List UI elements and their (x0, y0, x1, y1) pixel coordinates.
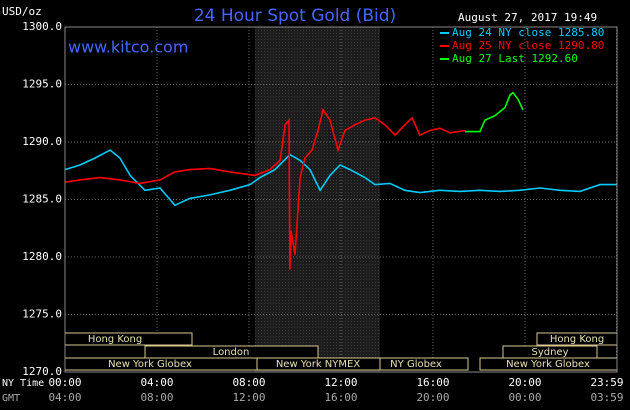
session-label: New York Globex (108, 359, 192, 370)
x-tick-label: 00:00 (48, 376, 81, 389)
series-line (64, 107, 466, 270)
x-tick-label: 20:00 (508, 376, 541, 389)
x-tick-label: 04:00 (140, 376, 173, 389)
gmt-tick-label: 08:00 (140, 391, 173, 404)
x-tick-label: 12:00 (324, 376, 357, 389)
session-label: NY Globex (390, 359, 442, 370)
gmt-tick-label: 00:00 (508, 391, 541, 404)
session-label: Sydney (531, 347, 568, 358)
x-tick-label: 08:00 (232, 376, 265, 389)
session-box (379, 357, 469, 371)
series-line (64, 149, 617, 207)
gmt-tick-label: 12:00 (232, 391, 265, 404)
x-tick-label: 23:59 (590, 376, 623, 389)
source: www.kitco.com (68, 38, 188, 57)
timestamp: August 27, 2017 19:49 (458, 11, 597, 24)
y-tick-label: 1275.0 (22, 308, 62, 321)
plot-frame (64, 26, 618, 373)
legend-label: Aug 24 NY close 1285.80 (452, 26, 604, 39)
y-tick-label: 1295.0 (22, 78, 62, 91)
gmt-tick-label: 04:00 (48, 391, 81, 404)
y-tick-label: 1280.0 (22, 250, 62, 263)
legend-label: Aug 25 NY close 1290.80 (452, 39, 604, 52)
sessions: Hong Kong London New York Globex New Yor… (64, 332, 618, 371)
session-label: Hong Kong (550, 334, 604, 345)
row-label: GMT (2, 393, 20, 404)
y-tick-label: 1300.0 (22, 20, 62, 33)
session-label: London (213, 347, 250, 358)
chart-title: 24 Hour Spot Gold (Bid) (194, 6, 396, 26)
session-label: Hong Kong (88, 334, 142, 345)
session-label: New York NYMEX (276, 359, 361, 370)
gmt-tick-label: 20:00 (416, 391, 449, 404)
y-tick-label: 1285.0 (22, 193, 62, 206)
y-tick-label: 1290.0 (22, 135, 62, 148)
gmt-tick-label: 03:59 (590, 391, 623, 404)
legend-label: Aug 27 Last 1292.60 (452, 52, 578, 65)
session-label: New York Globex (506, 359, 590, 370)
row-label: NY Time (2, 378, 44, 389)
gmt-tick-label: 16:00 (324, 391, 357, 404)
y-axis-label: USD/oz (2, 5, 42, 18)
series-line (465, 91, 524, 133)
x-tick-label: 16:00 (416, 376, 449, 389)
y-tick-label: 1270.0 (22, 365, 62, 378)
